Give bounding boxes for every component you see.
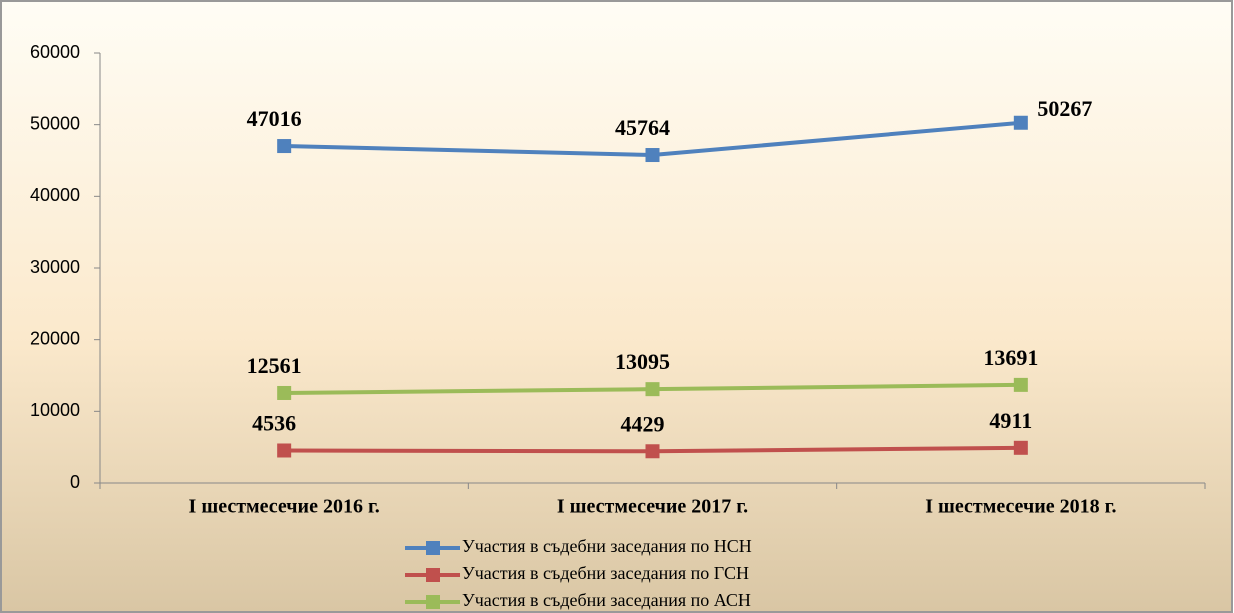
x-tick-label: I шестмесечие 2018 г.	[925, 496, 1116, 518]
y-tick-label: 60000	[30, 42, 80, 62]
point-marker	[277, 139, 292, 154]
data-label: 47016	[247, 106, 302, 131]
y-tick-label: 20000	[30, 328, 80, 348]
point-marker	[277, 385, 292, 400]
point-marker	[645, 148, 660, 163]
data-label: 4536	[252, 411, 296, 436]
y-tick-label: 0	[70, 472, 80, 492]
y-tick-label: 30000	[30, 257, 80, 277]
legend-marker	[426, 568, 440, 582]
data-label: 50267	[1037, 96, 1092, 121]
legend-marker	[426, 595, 440, 609]
point-marker	[1013, 440, 1028, 455]
y-tick-label: 40000	[30, 185, 80, 205]
legend-label: Участия в съдебни заседания по НСН	[462, 536, 752, 556]
y-tick-label: 50000	[30, 113, 80, 133]
point-marker	[1013, 115, 1028, 130]
data-label: 13095	[615, 349, 670, 374]
legend-marker	[426, 541, 440, 555]
legend-label: Участия в съдебни заседания по АСН	[462, 590, 751, 610]
x-tick-label: I шестмесечие 2016 г.	[189, 496, 380, 518]
point-marker	[277, 443, 292, 458]
point-marker	[1013, 377, 1028, 392]
data-label: 45764	[615, 115, 670, 140]
data-label: 4911	[989, 408, 1032, 433]
data-label: 12561	[247, 353, 302, 378]
data-label: 13691	[983, 345, 1038, 370]
point-marker	[645, 444, 660, 459]
point-marker	[645, 382, 660, 397]
x-tick-label: I шестмесечие 2017 г.	[557, 496, 748, 518]
legend-label: Участия в съдебни заседания по ГСН	[462, 563, 749, 583]
y-tick-label: 10000	[30, 400, 80, 420]
data-label: 4429	[621, 411, 665, 436]
